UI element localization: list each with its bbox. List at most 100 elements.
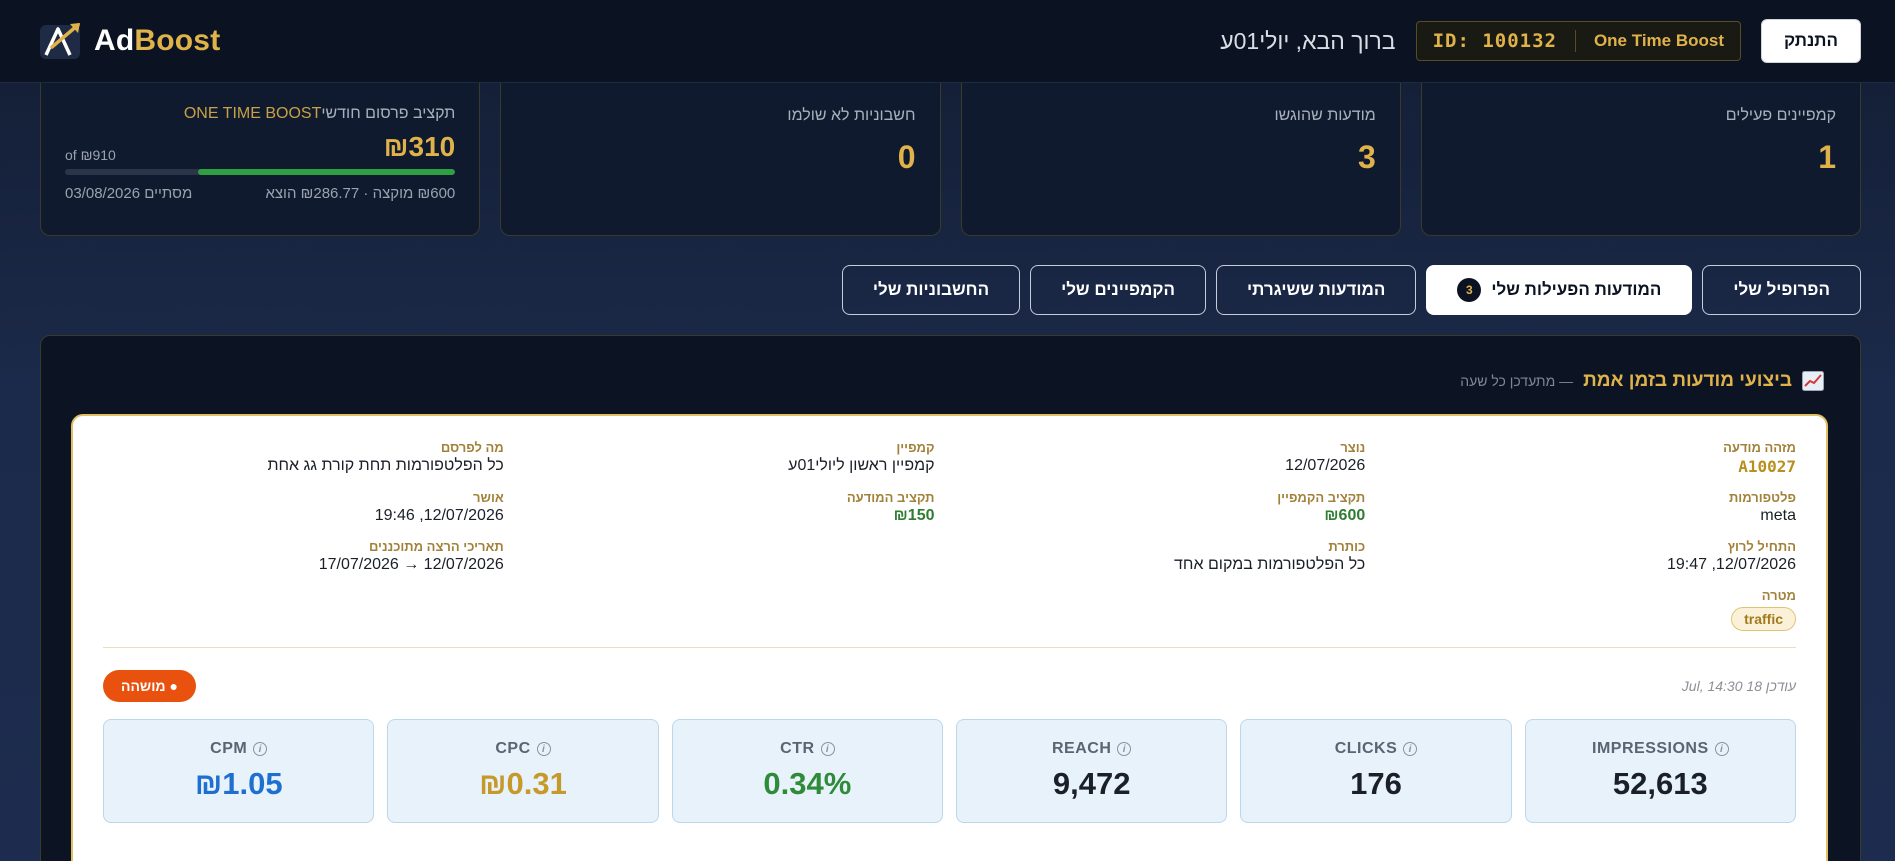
budget-total: of ₪910: [65, 147, 116, 163]
top-bar: AdBoost ברוך הבא, יולי01ע ID: 100132 One…: [0, 0, 1895, 83]
field-label: תקציב המודעה: [846, 490, 935, 505]
badge-divider: [1574, 30, 1576, 52]
field-headline: כותרת כל הפלטפורמות במקום אחד: [965, 539, 1366, 574]
field-value: ₪600: [1324, 507, 1366, 524]
field-started-running: התחיל לרוץ 12/07/2026, 19:47: [1395, 539, 1796, 574]
metric-label: CPC: [495, 740, 531, 757]
stats-row: קמפיינים פעילים 1 מודעות שהוגשו 3 חשבוני…: [40, 83, 1861, 236]
budget-label-text: תקציב פרסום חודשי: [321, 105, 456, 122]
field-value: ₪150: [893, 507, 935, 524]
logo[interactable]: AdBoost: [40, 21, 220, 61]
metric-name: IMPRESSIONS i: [1592, 740, 1729, 758]
field-approved: אושר 12/07/2026, 19:46: [103, 490, 504, 525]
field-label: קמפיין: [896, 440, 935, 455]
field-value: A10027: [1738, 457, 1796, 476]
tab-count-badge: 3: [1457, 278, 1482, 302]
budget-label: תקציב פרסום חודשיONE TIME BOOST: [65, 105, 455, 123]
field-empty: [534, 539, 935, 574]
field-label: מה לפרסם: [440, 440, 504, 455]
field-value: קמפיין ראשון ליולי01ע: [788, 457, 935, 474]
stat-value: 1: [1818, 139, 1836, 175]
logout-button[interactable]: התנתק: [1761, 19, 1861, 63]
info-icon[interactable]: i: [820, 742, 835, 756]
welcome-text: ברוך הבא, יולי01ע: [1220, 27, 1396, 54]
field-label: כותרת: [1328, 539, 1366, 554]
budget-end-date: מסתיים 03/08/2026: [65, 185, 193, 202]
metric-name: CPM i: [210, 740, 268, 758]
field-ad-budget: תקציב המודעה ₪150: [534, 490, 935, 525]
tab-my-profile[interactable]: הפרופיל שלי: [1702, 265, 1861, 315]
top-right-area: ברוך הבא, יולי01ע ID: 100132 One Time Bo…: [1220, 19, 1861, 63]
metric-value: 176: [1350, 766, 1402, 801]
field-label: תאריכי הרצה מתוכננים: [368, 539, 504, 554]
tab-my-active-ads[interactable]: המודעות הפעילות שלי 3: [1426, 265, 1693, 315]
goal-pill: traffic: [1731, 607, 1796, 631]
metric-value: 9,472: [1052, 766, 1131, 801]
metric-reach: REACH i 9,472: [956, 719, 1228, 823]
stat-label: מודעות שהוגשו: [1274, 107, 1376, 124]
info-icon[interactable]: i: [1714, 742, 1729, 756]
tab-my-invoices[interactable]: החשבוניות שלי: [841, 265, 1021, 315]
metric-name: CTR i: [780, 740, 835, 758]
field-value: 12/07/2026: [1285, 457, 1366, 474]
field-label: תקציב הקמפיין: [1277, 490, 1366, 505]
budget-progress-fill: [197, 169, 456, 175]
panel-subtitle: — מתעדכן כל שעה: [1460, 373, 1574, 389]
metric-label: CPM: [210, 740, 248, 757]
metric-name: CPC i: [495, 740, 551, 758]
budget-progress-bar: [65, 169, 456, 175]
metric-label: IMPRESSIONS: [1592, 740, 1709, 757]
field-value: 12/07/2026, 19:47: [1666, 556, 1796, 573]
field-value: meta: [1760, 507, 1796, 524]
info-icon[interactable]: i: [536, 742, 551, 756]
metric-impressions: IMPRESSIONS i 52,613: [1524, 719, 1796, 823]
field-label: אושר: [473, 490, 504, 505]
chart-increasing-icon: [1802, 371, 1824, 391]
field-label: פלטפורמות: [1728, 490, 1796, 505]
metrics-row: IMPRESSIONS i 52,613 CLICKS i 176 REACH i 9…: [103, 719, 1796, 823]
metric-ctr: CTR i 0.34%: [671, 719, 944, 823]
tab-label: המודעות ששיגרתי: [1247, 280, 1386, 299]
stat-value: 3: [1357, 139, 1376, 175]
budget-details-row: ₪600 מוקצה · ₪286.77 הוצא מסתיים 03/08/2…: [65, 185, 455, 202]
stat-card-submitted-ads: מודעות שהוגשו 3: [960, 83, 1401, 236]
stat-label: קמפיינים פעילים: [1725, 107, 1836, 124]
tab-my-sent-ads[interactable]: המודעות ששיגרתי: [1216, 265, 1417, 315]
tab-label: החשבוניות שלי: [872, 280, 990, 299]
field-value: 12/07/2026 → 17/07/2026: [318, 556, 504, 573]
metric-name: REACH i: [1051, 740, 1132, 758]
metric-label: CTR: [780, 740, 815, 757]
stat-label: חשבוניות לא שולמו: [787, 107, 916, 124]
metric-value: 0.34%: [763, 766, 852, 801]
field-platforms: פלטפורמות meta: [1395, 490, 1796, 525]
logo-boost: Boost: [134, 24, 221, 57]
budget-remaining: ₪310: [383, 131, 456, 162]
status-row: עודכן 18 Jul, 14:30 ● מושהה: [103, 670, 1796, 702]
info-icon[interactable]: i: [1403, 742, 1418, 756]
info-icon[interactable]: i: [253, 742, 268, 756]
info-icon[interactable]: i: [1117, 742, 1132, 756]
ad-performance-panel: ביצועי מודעות בזמן אמת — מתעדכן כל שעה מ…: [40, 335, 1861, 861]
field-label: נוצר: [1340, 440, 1366, 455]
logo-ad: Ad: [94, 24, 135, 57]
field-value: כל הפלטפורמות במקום אחד: [1174, 556, 1366, 573]
panel-header: ביצועי מודעות בזמן אמת — מתעדכן כל שעה: [1460, 370, 1824, 392]
metric-clicks: CLICKS i 176: [1240, 719, 1512, 823]
ad-details-grid: מזהה מודעה A10027 נוצר 12/07/2026 קמפיין…: [103, 440, 1796, 631]
tab-bar: החשבוניות שלי הקמפיינים שלי המודעות ששיג…: [841, 265, 1861, 315]
section-divider: [103, 647, 1796, 648]
tab-label: הקמפיינים שלי: [1061, 280, 1175, 299]
field-campaign-budget: תקציב הקמפיין ₪600: [965, 490, 1366, 525]
tab-my-campaigns[interactable]: הקמפיינים שלי: [1030, 265, 1206, 315]
logo-text: AdBoost: [94, 24, 220, 58]
field-ad-id: מזהה מודעה A10027: [1395, 440, 1796, 476]
last-updated: עודכן 18 Jul, 14:30: [1681, 678, 1796, 694]
budget-value-row: ₪310 of ₪910: [65, 131, 455, 163]
metric-label: REACH: [1051, 740, 1112, 757]
field-what-to-promote: מה לפרסם כל הפלטפורמות תחת קורת גג אחת: [103, 440, 504, 476]
metric-label: CLICKS: [1334, 740, 1398, 757]
tab-label: הפרופיל שלי: [1733, 280, 1830, 299]
panel-title: ביצועי מודעות בזמן אמת: [1583, 370, 1792, 391]
stat-card-monthly-budget: תקציב פרסום חודשיONE TIME BOOST ₪310 of …: [40, 83, 481, 236]
stat-card-unpaid-invoices: חשבוניות לא שולמו 0: [500, 83, 941, 236]
